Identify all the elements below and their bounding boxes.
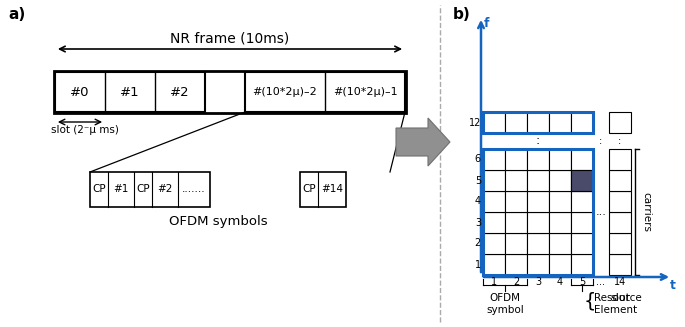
Bar: [571, 191, 593, 212]
Bar: [483, 212, 505, 233]
Text: ...: ...: [595, 207, 606, 217]
Bar: [505, 212, 527, 233]
Text: 6: 6: [475, 154, 481, 164]
Bar: [527, 191, 549, 212]
Bar: [505, 170, 527, 191]
Bar: [483, 191, 505, 212]
Text: 3: 3: [535, 277, 541, 287]
Bar: [90, 172, 210, 207]
Text: 12: 12: [469, 117, 481, 128]
Text: #(10*2μ)–2: #(10*2μ)–2: [253, 87, 317, 97]
Bar: [527, 212, 549, 233]
Text: #2: #2: [170, 85, 190, 98]
Text: .......: .......: [182, 184, 206, 195]
Bar: [505, 254, 527, 275]
Polygon shape: [396, 118, 450, 166]
Text: NR frame (10ms): NR frame (10ms): [171, 32, 290, 46]
Text: 1: 1: [475, 260, 481, 269]
Bar: [483, 112, 505, 133]
Text: #14: #14: [321, 184, 343, 195]
Bar: [609, 233, 631, 254]
Text: CP: CP: [92, 184, 105, 195]
Bar: [505, 112, 527, 133]
Text: a): a): [8, 7, 25, 22]
Text: f: f: [484, 17, 490, 30]
Bar: [571, 170, 593, 191]
Bar: [54, 71, 406, 113]
Text: OFDM
symbol: OFDM symbol: [486, 293, 524, 315]
Bar: [609, 212, 631, 233]
Text: :: :: [599, 136, 603, 146]
Bar: [549, 170, 571, 191]
Bar: [549, 112, 571, 133]
Bar: [527, 149, 549, 170]
Bar: [571, 233, 593, 254]
Text: {: {: [584, 291, 597, 310]
Bar: [571, 149, 593, 170]
Bar: [505, 233, 527, 254]
Text: slot: slot: [610, 293, 630, 303]
Text: 2: 2: [513, 277, 519, 287]
Bar: [483, 254, 505, 275]
Bar: [483, 149, 593, 275]
Bar: [571, 170, 593, 191]
Text: CP: CP: [136, 184, 150, 195]
Bar: [483, 233, 505, 254]
Text: 4: 4: [475, 197, 481, 206]
Text: :: :: [536, 134, 540, 147]
Bar: [571, 112, 593, 133]
Bar: [549, 233, 571, 254]
Text: #1: #1: [113, 184, 129, 195]
Text: ...: ...: [597, 277, 606, 287]
Bar: [549, 254, 571, 275]
Bar: [527, 112, 549, 133]
Bar: [483, 112, 593, 133]
Bar: [609, 191, 631, 212]
Text: Resource
Element: Resource Element: [594, 293, 642, 315]
Bar: [527, 170, 549, 191]
Bar: [527, 233, 549, 254]
Bar: [571, 212, 593, 233]
Text: carriers: carriers: [641, 192, 651, 232]
Bar: [571, 254, 593, 275]
Bar: [55, 72, 205, 112]
Text: 5: 5: [475, 176, 481, 185]
Text: :: :: [619, 136, 621, 146]
Text: b): b): [453, 7, 471, 22]
Bar: [300, 172, 346, 207]
Bar: [609, 254, 631, 275]
Text: 4: 4: [557, 277, 563, 287]
Bar: [505, 191, 527, 212]
Bar: [505, 149, 527, 170]
Text: t: t: [670, 279, 676, 292]
Text: #1: #1: [120, 85, 140, 98]
Bar: [245, 72, 405, 112]
Bar: [483, 149, 505, 170]
Text: 5: 5: [579, 277, 585, 287]
Bar: [483, 170, 505, 191]
Text: #0: #0: [71, 85, 90, 98]
Text: 14: 14: [614, 277, 626, 287]
Text: #2: #2: [158, 184, 173, 195]
Text: 2: 2: [475, 238, 481, 249]
Text: 3: 3: [475, 217, 481, 228]
Bar: [549, 212, 571, 233]
Bar: [527, 254, 549, 275]
Text: #(10*2μ)–1: #(10*2μ)–1: [333, 87, 397, 97]
Bar: [609, 112, 631, 133]
Text: slot (2⁻μ ms): slot (2⁻μ ms): [51, 125, 119, 135]
Text: 1: 1: [491, 277, 497, 287]
Bar: [549, 191, 571, 212]
Text: OFDM symbols: OFDM symbols: [169, 215, 267, 228]
Bar: [609, 149, 631, 170]
Bar: [609, 170, 631, 191]
Text: CP: CP: [302, 184, 316, 195]
Bar: [549, 149, 571, 170]
